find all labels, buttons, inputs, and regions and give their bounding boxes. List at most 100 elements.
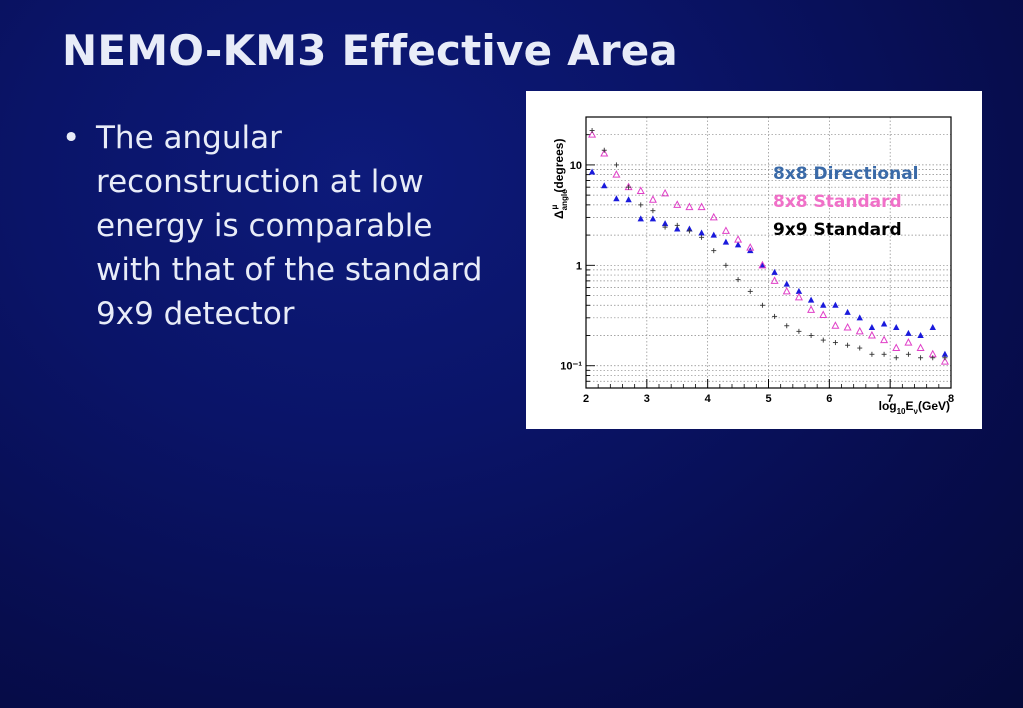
data-point-9x9-standard [626, 184, 632, 190]
x-tick-label: 7 [887, 393, 893, 405]
legend-entry: 8x8 Directional [773, 164, 919, 184]
x-axis-label-c: (GeV) [918, 399, 950, 413]
data-point-9x9-standard [784, 323, 790, 329]
data-point-9x9-standard [613, 162, 619, 168]
data-point-9x9-standard [930, 355, 936, 361]
data-point-8x8-standard [588, 130, 597, 138]
data-point-9x9-standard [845, 342, 851, 348]
data-point-8x8-directional [759, 261, 766, 268]
y-tick-label: 1 [576, 260, 582, 272]
data-point-8x8-standard [709, 212, 718, 221]
data-point-9x9-standard [638, 202, 644, 208]
data-point-8x8-directional [674, 225, 681, 232]
data-point-9x9-standard [747, 288, 753, 294]
data-point-8x8-directional [722, 238, 730, 245]
y-axis-label-sup: μ [550, 204, 559, 209]
data-point-8x8-directional [832, 301, 839, 308]
data-point-8x8-standard [612, 170, 621, 178]
x-tick-label: 8 [948, 393, 954, 405]
data-point-8x8-standard [807, 305, 816, 313]
data-point-8x8-directional [710, 231, 717, 238]
x-tick-label: 3 [644, 393, 650, 405]
chart-legend: 8x8 Directional 8x8 Standard 9x9 Standard [773, 164, 919, 240]
data-point-9x9-standard [759, 302, 765, 308]
slide-title: NEMO-KM3 Effective Area [62, 26, 678, 75]
data-point-8x8-directional [613, 195, 620, 202]
data-point-8x8-directional [880, 320, 888, 327]
data-point-9x9-standard [674, 222, 680, 228]
data-point-8x8-standard [867, 330, 876, 339]
data-point-9x9-standard [601, 147, 607, 153]
data-point-9x9-standard [808, 332, 814, 338]
data-point-8x8-standard [843, 322, 852, 331]
data-point-8x8-directional [820, 301, 827, 308]
data-point-8x8-directional [941, 350, 949, 357]
data-point-9x9-standard [662, 224, 668, 230]
data-point-9x9-standard [942, 355, 948, 361]
data-point-8x8-standard [734, 235, 743, 243]
y-axis-label-sub: angle [560, 189, 569, 210]
data-point-8x8-standard [819, 310, 828, 319]
data-point-8x8-directional [807, 296, 815, 303]
data-point-8x8-directional [893, 324, 900, 331]
data-point-8x8-standard [600, 148, 609, 157]
data-point-8x8-standard [880, 335, 889, 344]
data-point-8x8-standard [855, 326, 864, 335]
y-axis-label-b: (degrees) [552, 139, 566, 193]
data-point-8x8-standard [782, 286, 791, 295]
legend-entry: 8x8 Standard [773, 192, 902, 212]
data-point-8x8-directional [868, 324, 876, 331]
data-point-8x8-directional [905, 329, 912, 336]
data-point-9x9-standard [589, 128, 595, 134]
x-tick-label: 2 [583, 393, 589, 405]
data-point-8x8-standard [673, 200, 682, 208]
data-point-8x8-directional [856, 314, 863, 321]
data-point-8x8-directional [917, 331, 924, 338]
data-point-9x9-standard [881, 351, 887, 357]
data-point-8x8-standard [892, 343, 901, 352]
data-point-8x8-directional [588, 168, 596, 175]
chart-ticks: 2 3 4 5 6 7 8 10 1 10⁻¹ [560, 116, 954, 405]
chart-grid [586, 116, 951, 389]
data-point-9x9-standard [686, 228, 692, 234]
data-point-8x8-standard [794, 292, 803, 301]
data-point-8x8-standard [636, 186, 645, 194]
data-point-8x8-directional [661, 220, 669, 227]
data-point-8x8-directional [637, 215, 644, 222]
data-point-8x8-standard [904, 338, 913, 346]
data-point-9x9-standard [820, 337, 826, 343]
bullet-text: The angular reconstruction at low energy… [96, 120, 483, 332]
data-point-9x9-standard [905, 351, 911, 357]
data-point-9x9-standard [699, 234, 705, 240]
x-axis-label-sub: 10 [897, 407, 906, 416]
y-tick-label: 10 [570, 160, 582, 172]
x-tick-label: 4 [705, 393, 712, 405]
data-point-9x9-standard [650, 208, 656, 214]
data-point-8x8-directional [795, 287, 803, 294]
data-point-8x8-standard [940, 357, 949, 365]
data-point-9x9-standard [869, 351, 875, 357]
data-point-8x8-standard [916, 343, 925, 352]
data-point-8x8-directional [929, 324, 936, 331]
y-tick-label: 10⁻¹ [560, 361, 582, 373]
data-point-8x8-directional [844, 308, 851, 315]
x-axis-label-sub2: ν [914, 407, 919, 416]
data-point-9x9-standard [772, 313, 778, 319]
data-point-9x9-standard [723, 262, 729, 268]
data-point-9x9-standard [796, 328, 802, 334]
data-point-8x8-standard [770, 276, 779, 284]
data-point-8x8-directional [698, 229, 705, 236]
y-axis-label-a: Δ [552, 210, 566, 219]
data-point-8x8-standard [648, 195, 657, 203]
chart-series [588, 128, 949, 365]
x-tick-label: 6 [826, 393, 832, 405]
bullet-item: • The angular reconstruction at low ener… [62, 116, 507, 336]
x-axis-label: log10Eν(GeV) [879, 399, 950, 416]
data-point-9x9-standard [857, 345, 863, 351]
data-point-8x8-directional [771, 268, 778, 275]
data-point-8x8-standard [697, 202, 706, 211]
x-axis-label-a: log [879, 399, 897, 413]
data-point-9x9-standard [918, 355, 924, 361]
data-point-9x9-standard [711, 248, 717, 254]
